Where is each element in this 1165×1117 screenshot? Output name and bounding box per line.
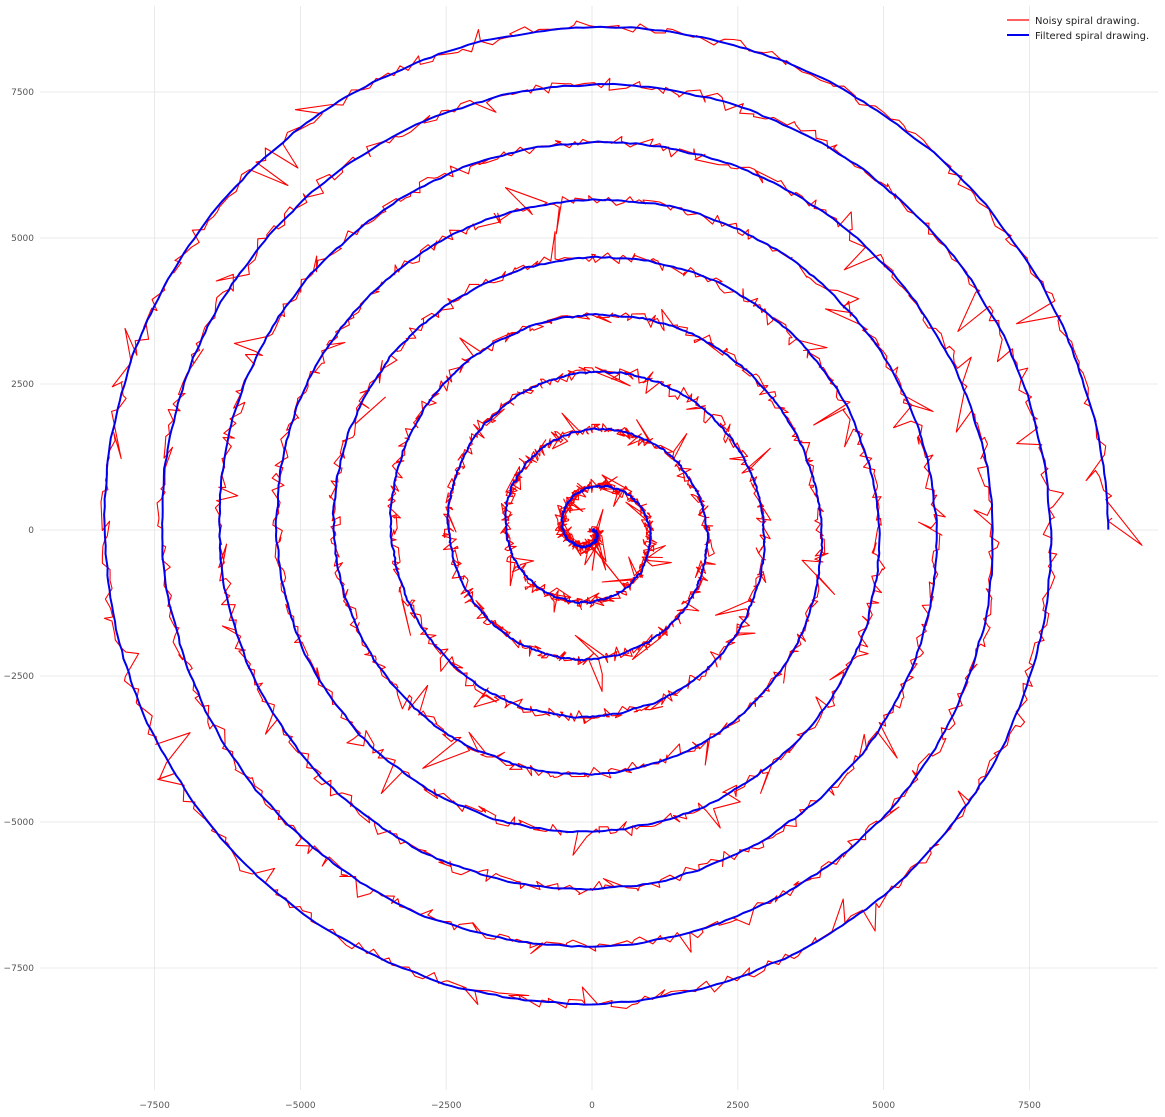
legend: Noisy spiral drawing. Filtered spiral dr… — [1007, 16, 1149, 42]
x-tick-label: 5000 — [872, 1101, 895, 1111]
series-line-filtered — [103, 25, 1110, 1006]
y-tick-label: −7500 — [4, 964, 35, 974]
y-axis-ticks: 7500 5000 2500 0 −2500 −5000 −7500 — [4, 88, 35, 974]
x-tick-label: −2500 — [431, 1101, 462, 1111]
x-tick-label: 0 — [589, 1101, 595, 1111]
y-tick-label: 2500 — [11, 380, 34, 390]
x-tick-label: −5000 — [285, 1101, 316, 1111]
grid — [40, 6, 1158, 1090]
x-tick-label: 7500 — [1018, 1101, 1041, 1111]
x-axis-ticks: −7500 −5000 −2500 0 2500 5000 7500 — [139, 1101, 1041, 1111]
y-tick-label: 0 — [28, 526, 34, 536]
y-tick-label: 7500 — [11, 88, 34, 98]
y-tick-label: −5000 — [4, 818, 35, 828]
series-layer — [100, 20, 1143, 1009]
legend-label-noisy: Noisy spiral drawing. — [1035, 16, 1140, 27]
series-line-noisy — [100, 20, 1143, 1009]
y-tick-label: 5000 — [11, 234, 34, 244]
x-tick-label: −7500 — [139, 1101, 170, 1111]
y-tick-label: −2500 — [4, 672, 35, 682]
x-tick-label: 2500 — [726, 1101, 749, 1111]
legend-label-filtered: Filtered spiral drawing. — [1035, 31, 1149, 42]
